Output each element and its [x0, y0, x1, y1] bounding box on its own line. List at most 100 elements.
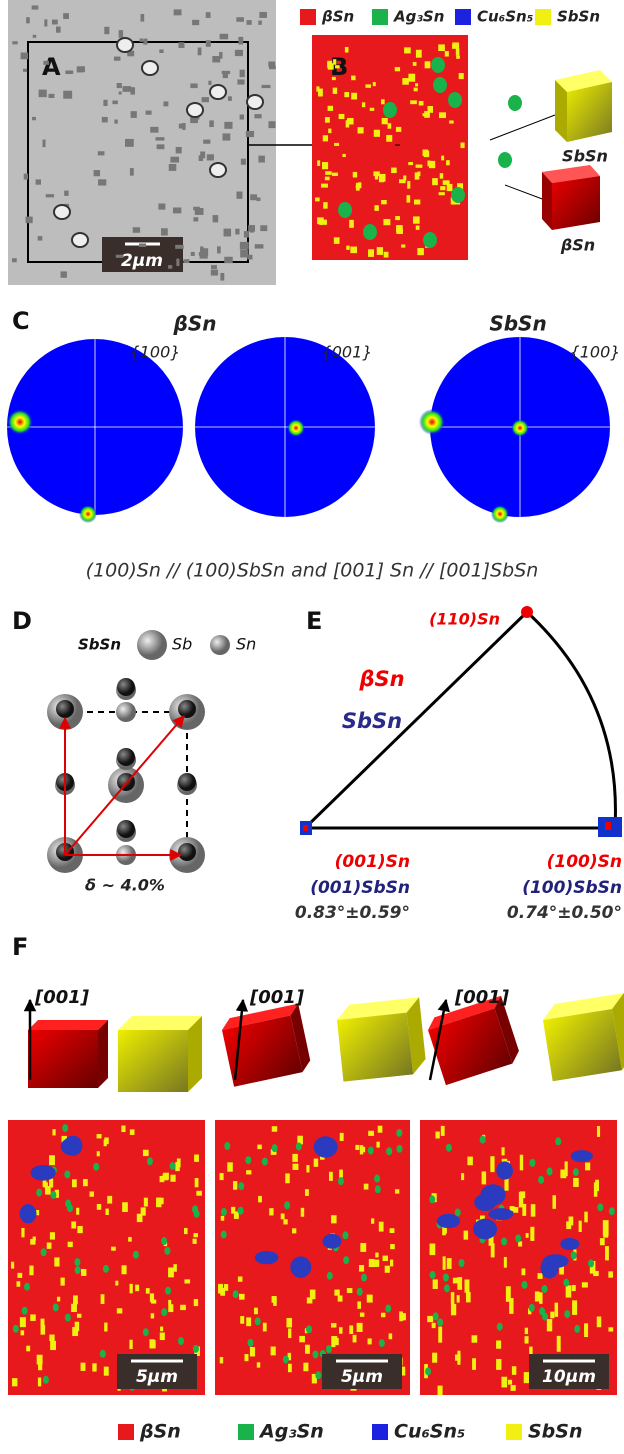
- precipitate: [163, 1174, 169, 1181]
- precipitate: [605, 1246, 609, 1260]
- precipitate: [408, 162, 413, 165]
- precipitate: [240, 250, 248, 258]
- precipitate: [143, 39, 147, 45]
- precipitate: [395, 67, 400, 71]
- precipitate: [183, 259, 189, 263]
- particle: [133, 1251, 139, 1259]
- precipitate: [41, 1325, 46, 1335]
- precipitate: [227, 1162, 233, 1171]
- particle: [383, 102, 397, 118]
- legend-label: βSn: [358, 667, 404, 691]
- precipitate: [223, 229, 231, 237]
- particle: [542, 1285, 548, 1293]
- particle: [306, 1325, 312, 1333]
- particle: [53, 1303, 59, 1311]
- precipitate: [122, 1265, 127, 1274]
- precipitate: [328, 106, 333, 111]
- precipitate: [77, 1314, 81, 1318]
- precipitate: [286, 1318, 292, 1327]
- cube-face: [98, 1020, 108, 1088]
- precipitate: [21, 1330, 25, 1335]
- precipitate: [236, 17, 244, 22]
- precipitate: [423, 149, 429, 156]
- particle: [20, 1204, 37, 1223]
- precipitate: [407, 195, 411, 202]
- precipitate: [211, 270, 218, 276]
- precipitate: [45, 1186, 51, 1195]
- precipitate: [427, 1316, 433, 1322]
- cube: [552, 176, 600, 230]
- precipitate: [491, 1243, 495, 1257]
- particle: [446, 1144, 452, 1152]
- particle: [425, 1367, 431, 1375]
- precipitate: [144, 1198, 148, 1207]
- precipitate: [37, 1355, 43, 1365]
- precipitate: [461, 1173, 464, 1180]
- precipitate: [303, 1363, 308, 1372]
- cube: [118, 1016, 202, 1092]
- precipitate: [128, 1237, 132, 1242]
- precipitate: [130, 1129, 135, 1135]
- precipitate: [175, 1162, 179, 1171]
- precipitate: [160, 1333, 165, 1341]
- precipitate: [293, 1164, 299, 1170]
- precipitate: [122, 1202, 128, 1212]
- precipitate: [402, 78, 409, 85]
- precipitate: [114, 120, 117, 124]
- particle: [67, 1204, 73, 1212]
- particle: [480, 1136, 486, 1144]
- precipitate: [582, 1282, 588, 1287]
- particle: [143, 1328, 149, 1336]
- precipitate: [47, 1243, 52, 1249]
- precipitate: [29, 1266, 33, 1276]
- precipitate: [550, 1312, 554, 1319]
- precipitate: [472, 1335, 478, 1342]
- precipitate: [97, 1151, 100, 1156]
- precipitate: [457, 1351, 460, 1365]
- precipitate: [112, 101, 117, 105]
- precipitate: [256, 197, 260, 201]
- atom: [178, 773, 196, 791]
- precipitate: [131, 111, 137, 118]
- precipitate: [20, 1317, 26, 1327]
- precipitate: [413, 62, 417, 66]
- precipitate: [200, 255, 208, 259]
- precipitate: [83, 1179, 88, 1186]
- cluster: [303, 825, 308, 831]
- precipitate: [17, 1273, 22, 1278]
- precipitate: [603, 1226, 608, 1238]
- atom: [210, 635, 230, 655]
- precipitate: [258, 156, 265, 163]
- precipitate: [102, 117, 108, 122]
- precipitate: [334, 237, 340, 244]
- precipitate: [192, 20, 199, 25]
- precipitate: [168, 1267, 174, 1277]
- precipitate: [211, 265, 217, 269]
- particle: [187, 103, 203, 117]
- atom: [137, 630, 167, 660]
- precipitate: [382, 118, 388, 124]
- deviation: 0.83°±0.59°: [295, 903, 410, 923]
- cube: [28, 1020, 108, 1088]
- precipitate: [438, 1327, 442, 1343]
- particle: [103, 1265, 109, 1273]
- particle: [272, 1144, 278, 1152]
- precipitate: [107, 1196, 112, 1204]
- precipitate: [168, 1300, 171, 1305]
- precipitate: [49, 1155, 55, 1165]
- precipitate: [217, 246, 221, 253]
- precipitate: [224, 122, 232, 129]
- precipitate: [194, 1155, 199, 1162]
- precipitate: [320, 220, 326, 225]
- particle: [375, 1185, 381, 1193]
- particle: [283, 1355, 289, 1363]
- precipitate: [371, 1218, 374, 1223]
- precipitate: [101, 1294, 105, 1304]
- precipitate: [41, 1319, 45, 1326]
- precipitate: [410, 100, 417, 104]
- precipitate: [370, 108, 375, 111]
- particle: [327, 1272, 333, 1280]
- precipitate: [339, 1327, 342, 1334]
- precipitate: [193, 1239, 197, 1244]
- precipitate: [116, 255, 124, 258]
